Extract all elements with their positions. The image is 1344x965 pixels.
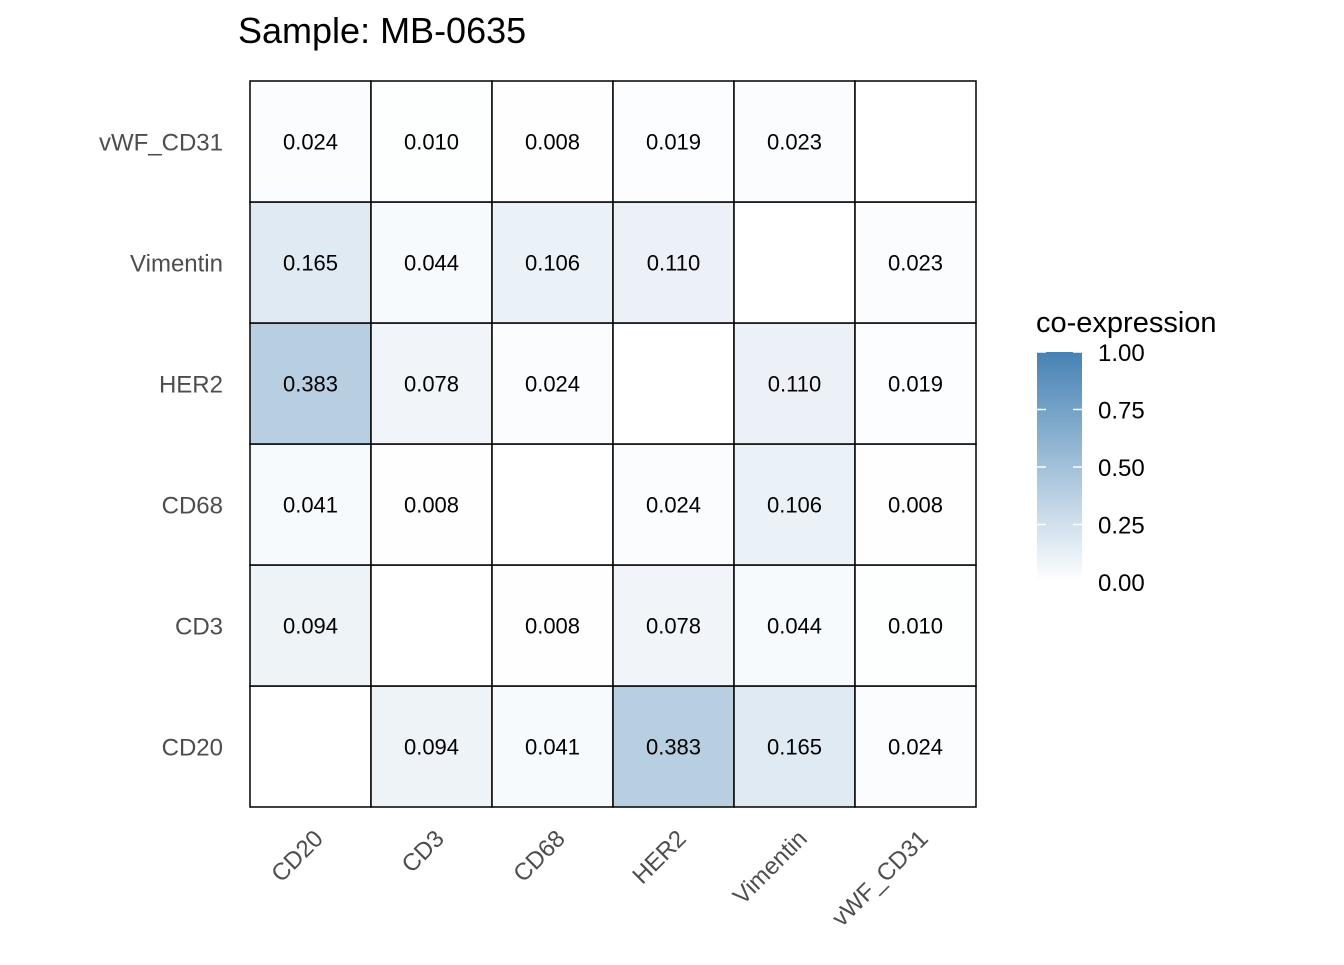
heatmap-cell: [612, 564, 735, 687]
heatmap-cell: [733, 322, 856, 445]
heatmap-cell: [854, 443, 977, 566]
x-tick-label: vWF_CD31: [827, 825, 934, 932]
x-tick-label: CD3: [397, 825, 450, 878]
y-tick-label: vWF_CD31: [99, 130, 223, 157]
legend-tick-label: 0.75: [1098, 398, 1145, 425]
heatmap-cell: [612, 80, 735, 203]
legend-tick-label: 0.25: [1098, 513, 1145, 540]
cell-value-label: 0.106: [525, 251, 580, 276]
cell-value-label: 0.041: [283, 493, 338, 518]
heatmap-cell: [249, 322, 372, 445]
heatmap-cell: [249, 564, 372, 687]
heatmap-cell: [491, 201, 614, 324]
heatmap-cell: [854, 201, 977, 324]
cell-value-label: 0.024: [525, 372, 580, 397]
cell-value-label: 0.044: [404, 251, 459, 276]
cell-value-label: 0.041: [525, 735, 580, 760]
cell-value-label: 0.008: [525, 614, 580, 639]
cell-value-label: 0.094: [404, 735, 459, 760]
cell-value-label: 0.165: [283, 251, 338, 276]
cell-value-label: 0.106: [767, 493, 822, 518]
cell-value-label: 0.024: [888, 735, 943, 760]
heatmap-cell: [370, 80, 493, 203]
heatmap-cell: [854, 564, 977, 687]
y-tick-label: Vimentin: [130, 251, 223, 278]
cell-value-label: 0.010: [888, 614, 943, 639]
cell-value-label: 0.024: [283, 130, 338, 155]
heatmap-cell: [854, 322, 977, 445]
cell-value-label: 0.078: [646, 614, 701, 639]
cell-value-label: 0.024: [646, 493, 701, 518]
cell-value-label: 0.019: [646, 130, 701, 155]
heatmap-cell: [249, 201, 372, 324]
cell-value-label: 0.044: [767, 614, 822, 639]
heatmap-cell: [854, 80, 977, 203]
y-tick-label: HER2: [159, 372, 223, 399]
legend-title: co-expression: [1036, 307, 1217, 339]
y-tick-label: CD68: [162, 493, 223, 520]
cell-value-label: 0.165: [767, 735, 822, 760]
heatmap-cell: [733, 685, 856, 808]
y-tick-label: CD3: [175, 614, 223, 641]
legend-tick-label: 0.00: [1098, 570, 1145, 597]
cell-value-label: 0.008: [525, 130, 580, 155]
x-tick-label: Vimentin: [728, 825, 813, 910]
cell-value-label: 0.383: [283, 372, 338, 397]
heatmap-cell: [370, 564, 493, 687]
heatmap-cell: [491, 80, 614, 203]
cell-value-label: 0.110: [647, 251, 700, 276]
heatmap-cell: [612, 443, 735, 566]
heatmap-cell: [491, 685, 614, 808]
heatmap-cell: [491, 564, 614, 687]
heatmap-cell: [370, 322, 493, 445]
cell-value-label: 0.008: [888, 493, 943, 518]
x-tick-label: HER2: [627, 825, 691, 889]
cell-value-label: 0.008: [404, 493, 459, 518]
y-tick-label: CD20: [162, 735, 223, 762]
cell-value-label: 0.383: [646, 735, 701, 760]
legend-tick-label: 0.50: [1098, 455, 1145, 482]
cell-value-label: 0.078: [404, 372, 459, 397]
legend-tick-label: 1.00: [1098, 340, 1145, 367]
heatmap-cell: [612, 322, 735, 445]
cell-value-label: 0.010: [404, 130, 459, 155]
heatmap-cell: [249, 685, 372, 808]
chart-title: Sample: MB-0635: [238, 10, 526, 51]
heatmap-cell: [370, 685, 493, 808]
cell-value-label: 0.110: [768, 372, 821, 397]
cell-value-label: 0.094: [283, 614, 338, 639]
heatmap-cell: [733, 201, 856, 324]
x-tick-label: CD68: [508, 825, 570, 887]
heatmap-cell: [854, 685, 977, 808]
cell-value-label: 0.019: [888, 372, 943, 397]
cell-value-label: 0.023: [888, 251, 943, 276]
heatmap-cell: [370, 443, 493, 566]
heatmap-cell: [491, 322, 614, 445]
heatmap-cell: [733, 564, 856, 687]
heatmap-cell: [491, 443, 614, 566]
cell-value-label: 0.023: [767, 130, 822, 155]
x-tick-label: CD20: [266, 825, 328, 887]
